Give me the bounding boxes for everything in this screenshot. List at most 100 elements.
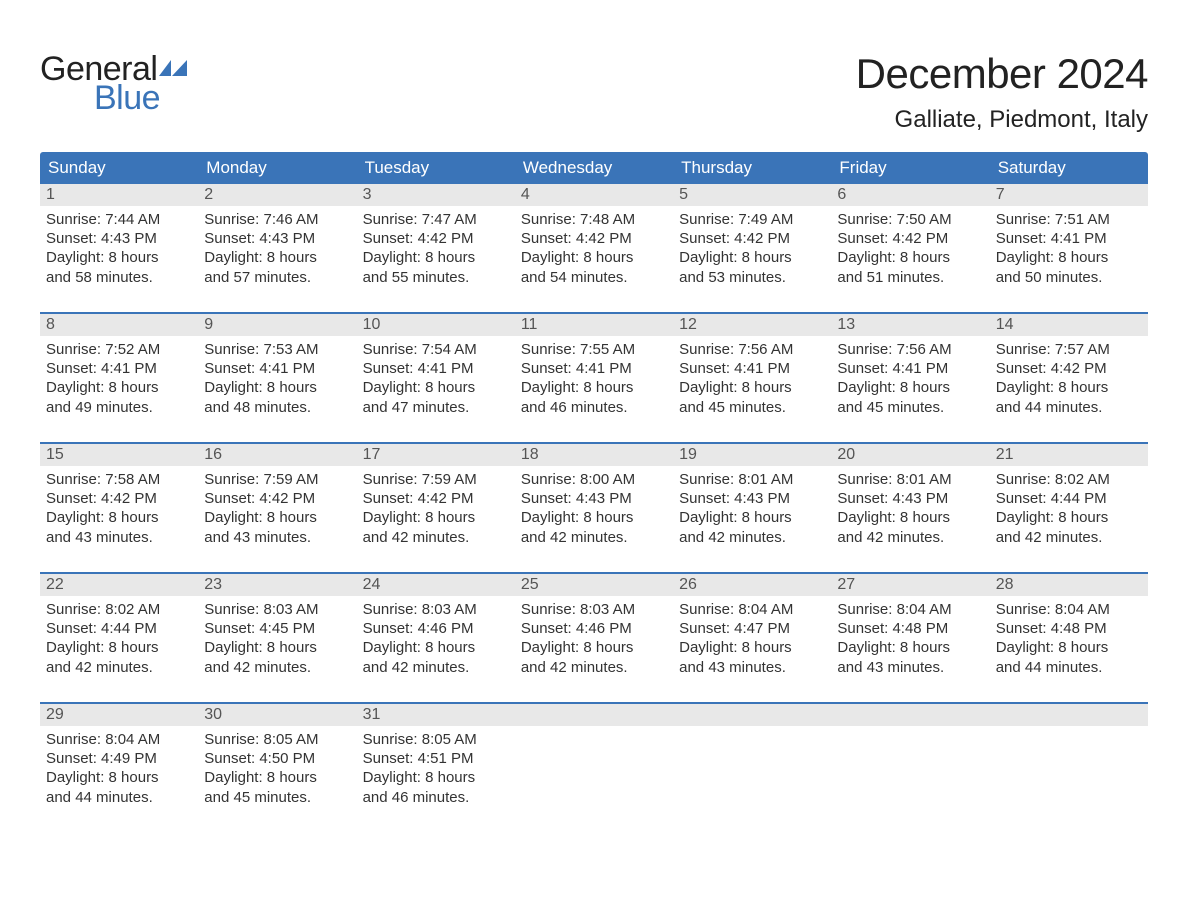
day-body: Sunrise: 8:04 AMSunset: 4:47 PMDaylight:… [673, 596, 831, 681]
day-cell: 16Sunrise: 7:59 AMSunset: 4:42 PMDayligh… [198, 444, 356, 558]
day-number: 16 [204, 446, 222, 463]
daylight-line1: Daylight: 8 hours [363, 248, 509, 267]
day-number: 9 [204, 316, 213, 333]
day-body: Sunrise: 7:44 AMSunset: 4:43 PMDaylight:… [40, 206, 198, 291]
day-body: Sunrise: 7:50 AMSunset: 4:42 PMDaylight:… [831, 206, 989, 291]
day-cell: 29 Sunrise: 8:04 AMSunset: 4:49 PMDayligh… [40, 704, 198, 818]
day-number: 5 [679, 186, 688, 203]
sunrise-text: Sunrise: 8:05 AM [363, 730, 509, 749]
day-cell: 2 Sunrise: 7:46 AMSunset: 4:43 PMDaylight… [198, 184, 356, 298]
daylight-line1: Daylight: 8 hours [46, 378, 192, 397]
daylight-line2: and 42 minutes. [837, 528, 983, 547]
daylight-line1: Daylight: 8 hours [46, 638, 192, 657]
daynum-row [990, 704, 1148, 726]
sunset-text: Sunset: 4:41 PM [679, 359, 825, 378]
daynum-row: 11 [515, 314, 673, 336]
sunrise-text: Sunrise: 7:50 AM [837, 210, 983, 229]
day-cell: 4Sunrise: 7:48 AMSunset: 4:42 PMDaylight… [515, 184, 673, 298]
day-number: 2 [204, 186, 213, 203]
daylight-line1: Daylight: 8 hours [363, 768, 509, 787]
daylight-line1: Daylight: 8 hours [837, 248, 983, 267]
daylight-line2: and 43 minutes. [46, 528, 192, 547]
sunset-text: Sunset: 4:45 PM [204, 619, 350, 638]
daylight-line2: and 42 minutes. [46, 658, 192, 677]
day-cell: 15Sunrise: 7:58 AMSunset: 4:42 PMDayligh… [40, 444, 198, 558]
daynum-row: 3 [357, 184, 515, 206]
daynum-row: 5 [673, 184, 831, 206]
daylight-line2: and 49 minutes. [46, 398, 192, 417]
day-body: Sunrise: 8:02 AMSunset: 4:44 PMDaylight:… [40, 596, 198, 681]
daylight-line2: and 47 minutes. [363, 398, 509, 417]
daylight-line2: and 45 minutes. [837, 398, 983, 417]
day-body: Sunrise: 8:03 AMSunset: 4:46 PMDaylight:… [515, 596, 673, 681]
daynum-row: 12 [673, 314, 831, 336]
day-cell: 8 Sunrise: 7:52 AMSunset: 4:41 PMDaylight… [40, 314, 198, 428]
daylight-line2: and 58 minutes. [46, 268, 192, 287]
daylight-line2: and 55 minutes. [363, 268, 509, 287]
daylight-line2: and 50 minutes. [996, 268, 1142, 287]
sunset-text: Sunset: 4:43 PM [521, 489, 667, 508]
daylight-line1: Daylight: 8 hours [679, 248, 825, 267]
sunset-text: Sunset: 4:46 PM [363, 619, 509, 638]
day-cell: 31 Sunrise: 8:05 AMSunset: 4:51 PMDayligh… [357, 704, 515, 818]
day-number: 7 [996, 186, 1005, 203]
day-cell: 1Sunrise: 7:44 AMSunset: 4:43 PMDaylight… [40, 184, 198, 298]
sunrise-text: Sunrise: 8:04 AM [46, 730, 192, 749]
sunset-text: Sunset: 4:48 PM [996, 619, 1142, 638]
daylight-line2: and 45 minutes. [204, 788, 350, 807]
sunset-text: Sunset: 4:42 PM [996, 359, 1142, 378]
day-cell: 11Sunrise: 7:55 AMSunset: 4:41 PMDayligh… [515, 314, 673, 428]
daynum-row: 4 [515, 184, 673, 206]
daynum-row: 17 [357, 444, 515, 466]
day-body: Sunrise: 7:49 AMSunset: 4:42 PMDaylight:… [673, 206, 831, 291]
day-body: Sunrise: 7:56 AMSunset: 4:41 PMDaylight:… [673, 336, 831, 421]
daylight-line1: Daylight: 8 hours [679, 508, 825, 527]
sunset-text: Sunset: 4:43 PM [679, 489, 825, 508]
day-number: 29 [46, 706, 64, 723]
month-title: December 2024 [856, 50, 1148, 98]
day-body: Sunrise: 8:01 AMSunset: 4:43 PMDaylight:… [831, 466, 989, 551]
sunset-text: Sunset: 4:42 PM [46, 489, 192, 508]
sunrise-text: Sunrise: 8:01 AM [679, 470, 825, 489]
sunset-text: Sunset: 4:50 PM [204, 749, 350, 768]
daylight-line2: and 57 minutes. [204, 268, 350, 287]
sunset-text: Sunset: 4:51 PM [363, 749, 509, 768]
week-row: 29 Sunrise: 8:04 AMSunset: 4:49 PMDayligh… [40, 702, 1148, 818]
day-number: 27 [837, 576, 855, 593]
sunset-text: Sunset: 4:43 PM [204, 229, 350, 248]
day-body: Sunrise: 7:51 AMSunset: 4:41 PMDaylight:… [990, 206, 1148, 291]
daynum-row [673, 704, 831, 726]
sunrise-text: Sunrise: 8:02 AM [996, 470, 1142, 489]
sunrise-text: Sunrise: 7:56 AM [679, 340, 825, 359]
day-body: Sunrise: 7:52 AMSunset: 4:41 PMDaylight:… [40, 336, 198, 421]
sunset-text: Sunset: 4:41 PM [837, 359, 983, 378]
day-cell: 3Sunrise: 7:47 AMSunset: 4:42 PMDaylight… [357, 184, 515, 298]
sunset-text: Sunset: 4:42 PM [679, 229, 825, 248]
day-number: 19 [679, 446, 697, 463]
daylight-line1: Daylight: 8 hours [363, 508, 509, 527]
day-number: 14 [996, 316, 1014, 333]
day-body: Sunrise: 8:01 AMSunset: 4:43 PMDaylight:… [673, 466, 831, 551]
day-header-friday: Friday [831, 152, 989, 184]
daynum-row: 30 [198, 704, 356, 726]
day-number: 15 [46, 446, 64, 463]
day-body: Sunrise: 7:46 AMSunset: 4:43 PMDaylight:… [198, 206, 356, 291]
day-body: Sunrise: 7:56 AMSunset: 4:41 PMDaylight:… [831, 336, 989, 421]
day-number: 8 [46, 316, 55, 333]
sunset-text: Sunset: 4:42 PM [521, 229, 667, 248]
day-body: Sunrise: 8:04 AMSunset: 4:49 PMDaylight:… [40, 726, 198, 811]
day-cell: 9Sunrise: 7:53 AMSunset: 4:41 PMDaylight… [198, 314, 356, 428]
daynum-row: 10 [357, 314, 515, 336]
daynum-row: 7 [990, 184, 1148, 206]
sunrise-text: Sunrise: 7:59 AM [204, 470, 350, 489]
sunrise-text: Sunrise: 8:00 AM [521, 470, 667, 489]
day-number: 21 [996, 446, 1014, 463]
daynum-row: 28 [990, 574, 1148, 596]
day-number: 31 [363, 706, 381, 723]
sunset-text: Sunset: 4:42 PM [204, 489, 350, 508]
daylight-line1: Daylight: 8 hours [679, 378, 825, 397]
daynum-row: 8 [40, 314, 198, 336]
day-cell: 5 Sunrise: 7:49 AMSunset: 4:42 PMDaylight… [673, 184, 831, 298]
sunset-text: Sunset: 4:48 PM [837, 619, 983, 638]
daylight-line2: and 44 minutes. [996, 398, 1142, 417]
